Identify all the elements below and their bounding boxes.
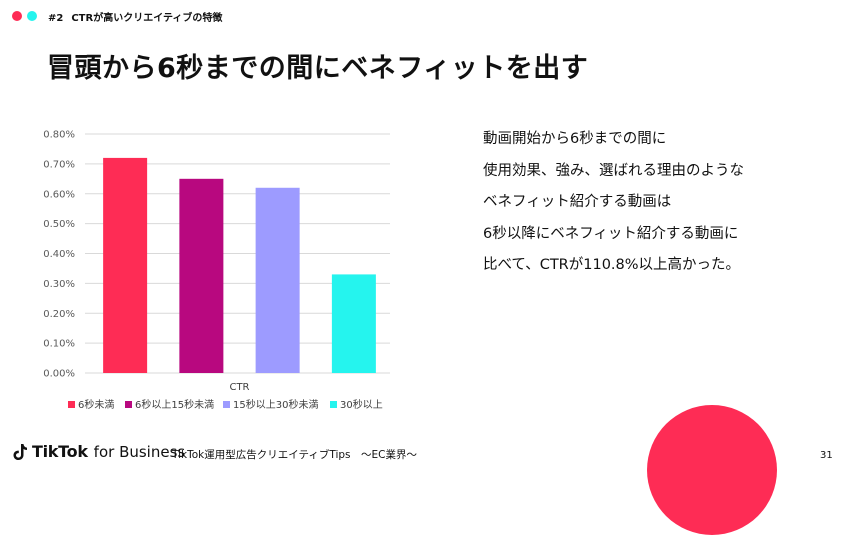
description-line: 使用効果、強み、選ばれる理由のような xyxy=(483,162,744,179)
legend-label: 30秒以上 xyxy=(340,398,383,411)
legend-label: 15秒以上30秒未満 xyxy=(233,398,318,411)
footer-text: TikTok運用型広告クリエイティブTips ～EC業界～ xyxy=(172,449,417,461)
header-dot-cyan xyxy=(27,11,37,21)
description-line: 比べて、CTRが110.8%以上高かった。 xyxy=(483,257,741,273)
legend-swatch xyxy=(223,401,230,408)
y-tick-label: 0.30% xyxy=(43,279,75,290)
description: 動画開始から6秒までの間に 使用効果、強み、選ばれる理由のような ベネフィット紹… xyxy=(483,124,744,282)
tiktok-note-icon xyxy=(13,443,27,460)
y-tick-label: 0.70% xyxy=(43,159,75,170)
description-line: 6秒以降にベネフィット紹介する動画に xyxy=(483,225,739,242)
x-category-label: CTR xyxy=(229,382,249,393)
brand-sub: for Business xyxy=(93,442,186,461)
page-title: 冒頭から6秒までの間にベネフィットを出す xyxy=(47,53,589,84)
y-tick-label: 0.00% xyxy=(43,369,75,380)
ctr-bar-chart: 0.00% 0.10% 0.20% 0.30% 0.40% 0.50% 0.60% 0.70%… xyxy=(43,130,390,411)
section-tag: #2 CTRが高いクリエイティブの特徴 xyxy=(48,9,222,24)
legend-swatch xyxy=(125,401,132,408)
brand-name: TikTok xyxy=(32,442,88,461)
y-tick-label: 0.40% xyxy=(43,249,75,260)
y-tick-label: 0.10% xyxy=(43,339,75,350)
header-dot-red xyxy=(12,11,22,21)
description-line: ベネフィット紹介する動画は xyxy=(483,194,672,210)
y-tick-label: 0.80% xyxy=(43,130,75,141)
bar-2 xyxy=(179,178,224,373)
y-tick-label: 0.20% xyxy=(43,309,75,320)
legend-swatch xyxy=(330,401,337,408)
y-tick-label: 0.60% xyxy=(43,189,75,200)
page-number: 31 xyxy=(820,450,833,461)
y-tick-label: 0.50% xyxy=(43,219,75,230)
bar-1 xyxy=(103,157,148,373)
legend-swatch xyxy=(68,401,75,408)
section-title: CTRが高いクリエイティブの特徴 xyxy=(71,13,223,24)
decorative-circle xyxy=(647,405,777,535)
legend-label: 6秒以上15秒未満 xyxy=(135,398,214,411)
bar-3 xyxy=(255,187,300,373)
description-line: 動画開始から6秒までの間に xyxy=(483,131,667,147)
legend-label: 6秒未満 xyxy=(78,398,114,411)
bar-4 xyxy=(331,274,376,373)
section-number: #2 xyxy=(48,13,64,24)
tiktok-business-logo: TikTok for Business xyxy=(12,442,185,461)
